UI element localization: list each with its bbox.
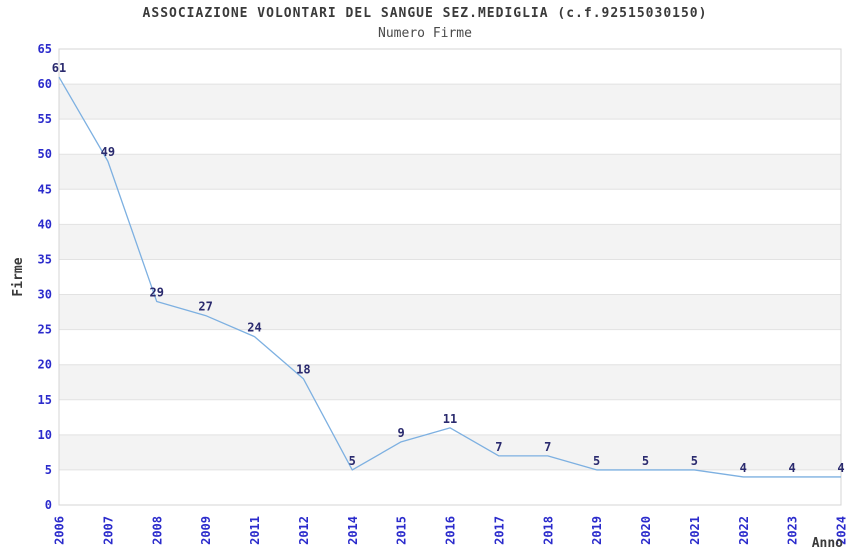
data-point-label: 5 <box>593 454 600 468</box>
x-tick-label: 2006 <box>53 516 67 545</box>
x-tick-label: 2018 <box>541 516 555 545</box>
data-point-label: 5 <box>691 454 698 468</box>
x-tick-label: 2023 <box>786 516 800 545</box>
chart-header: ASSOCIAZIONE VOLONTARI DEL SANGUE SEZ.ME… <box>0 0 850 41</box>
y-tick-label: 55 <box>38 112 52 126</box>
y-tick-label: 5 <box>45 463 52 477</box>
x-tick-label: 2022 <box>737 516 751 545</box>
data-point-label: 9 <box>398 426 405 440</box>
y-axis-title: Firme <box>11 257 26 296</box>
y-tick-label: 0 <box>45 498 52 512</box>
y-tick-label: 20 <box>38 358 52 372</box>
band-stripe <box>59 364 841 400</box>
data-point-label: 11 <box>443 412 457 426</box>
x-tick-label: 2020 <box>639 516 653 545</box>
data-point-label: 4 <box>789 461 796 475</box>
y-tick-label: 25 <box>38 323 52 337</box>
x-tick-label: 2008 <box>150 516 164 545</box>
chart-subtitle: Numero Firme <box>378 26 472 41</box>
y-tick-label: 60 <box>38 77 52 91</box>
band-stripe <box>59 434 841 470</box>
y-tick-label: 40 <box>38 217 52 231</box>
band-stripe <box>59 154 841 190</box>
data-point-label: 24 <box>247 321 261 335</box>
band-stripe <box>59 224 841 260</box>
x-tick-label: 2014 <box>346 516 360 545</box>
y-tick-label: 45 <box>38 182 52 196</box>
data-point-label: 5 <box>642 454 649 468</box>
data-point-label: 7 <box>544 440 551 454</box>
x-tick-label: 2019 <box>590 516 604 545</box>
data-point-label: 61 <box>52 61 66 75</box>
y-tick-label: 10 <box>38 428 52 442</box>
data-point-label: 4 <box>740 461 747 475</box>
data-line <box>58 76 841 478</box>
plot-border <box>58 48 842 506</box>
band-stripe <box>59 84 841 120</box>
data-point-label: 49 <box>101 145 115 159</box>
data-point-label: 5 <box>349 454 356 468</box>
y-tick-label: 65 <box>38 42 52 56</box>
x-tick-label: 2007 <box>101 516 115 545</box>
x-tick-label: 2016 <box>444 516 458 545</box>
y-tick-label: 30 <box>38 288 52 302</box>
x-tick-label: 2017 <box>492 516 506 545</box>
x-tick-label: 2011 <box>248 516 262 545</box>
data-point-label: 29 <box>150 286 164 300</box>
data-point-label: 27 <box>198 300 212 314</box>
x-axis-title: Anno <box>812 536 843 550</box>
data-point-label: 4 <box>837 461 844 475</box>
x-tick-label: 2015 <box>395 516 409 545</box>
band-stripe <box>59 294 841 330</box>
chart-title: ASSOCIAZIONE VOLONTARI DEL SANGUE SEZ.ME… <box>142 6 708 21</box>
y-tick-label: 50 <box>38 147 52 161</box>
x-tick-label: 2009 <box>199 516 213 545</box>
y-tick-label: 35 <box>38 252 52 266</box>
x-tick-label: 2024 <box>835 516 849 545</box>
y-tick-label: 15 <box>38 393 52 407</box>
x-tick-label: 2012 <box>297 516 311 545</box>
data-point-label: 18 <box>296 363 310 377</box>
data-point-label: 7 <box>495 440 502 454</box>
x-tick-label: 2021 <box>688 516 702 545</box>
